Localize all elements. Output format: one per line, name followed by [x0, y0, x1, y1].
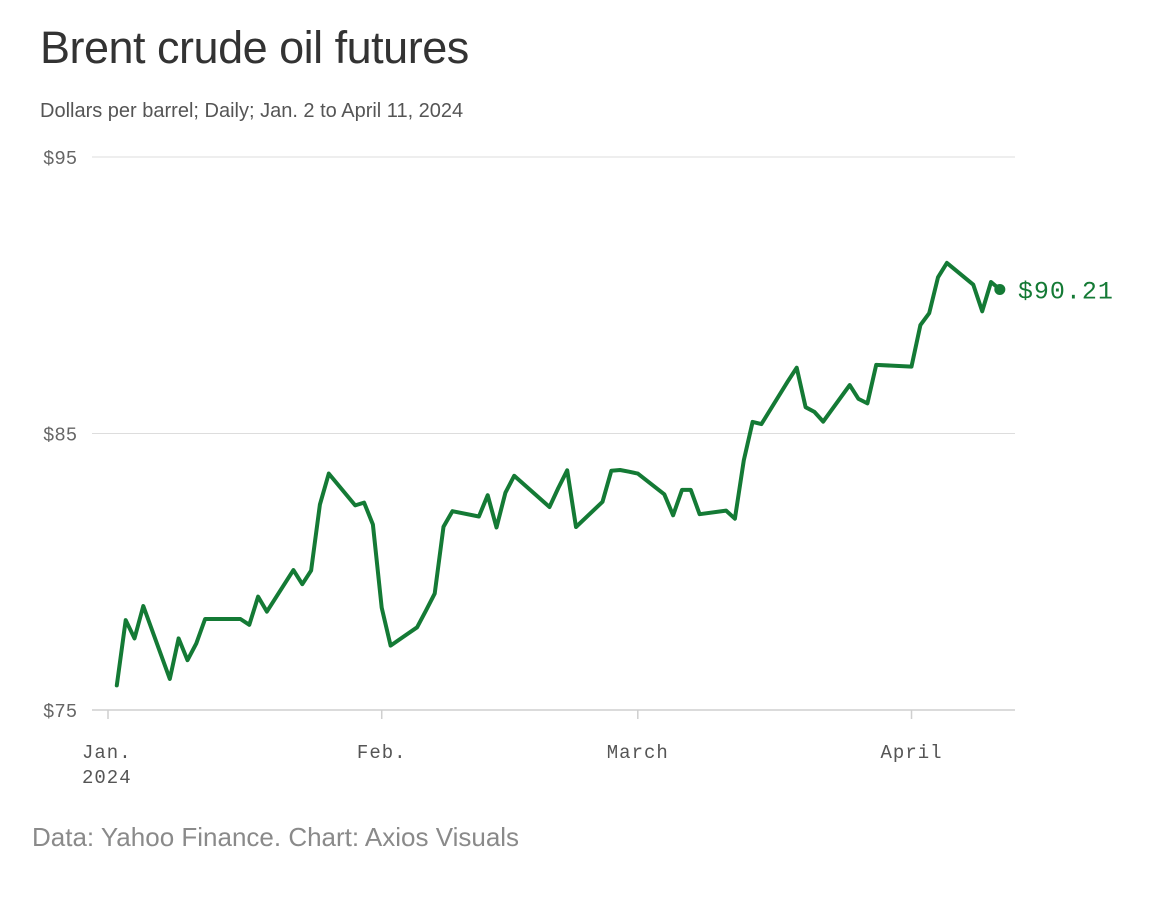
data-point	[141, 604, 145, 608]
data-point	[185, 658, 189, 662]
data-point	[795, 366, 799, 370]
data-point	[203, 617, 207, 621]
data-point	[812, 410, 816, 414]
data-point	[574, 525, 578, 529]
data-point	[380, 606, 384, 610]
data-point	[503, 491, 507, 495]
chart-subtitle: Dollars per barrel; Daily; Jan. 2 to Apr…	[40, 100, 464, 122]
data-point	[971, 283, 975, 287]
data-point	[733, 517, 737, 521]
data-point	[698, 512, 702, 516]
data-point	[821, 420, 825, 424]
data-point	[989, 280, 993, 284]
data-point	[980, 309, 984, 313]
data-point	[600, 500, 604, 504]
data-point	[742, 458, 746, 462]
price-line-chart: $95 $85 $75 Jan. 2024 Feb. March April $90.21	[43, 148, 1114, 789]
data-point	[424, 609, 428, 613]
y-axis-ticks: $95 $85 $75	[43, 148, 77, 723]
data-point	[556, 486, 560, 490]
data-point	[724, 509, 728, 513]
data-point	[115, 683, 119, 687]
data-point	[627, 470, 631, 474]
data-point	[910, 365, 914, 369]
data-point	[689, 488, 693, 492]
annotations: $90.21	[994, 277, 1114, 306]
data-point	[433, 592, 437, 596]
data-point	[918, 323, 922, 327]
data-point	[177, 636, 181, 640]
data-point	[495, 526, 499, 530]
data-point	[124, 618, 128, 622]
x-tick-label: March	[607, 742, 669, 764]
data-point	[618, 468, 622, 472]
data-point	[662, 492, 666, 496]
data-point	[353, 503, 357, 507]
y-tick-label: $75	[43, 701, 77, 723]
data-point	[865, 401, 869, 405]
data-point	[759, 422, 763, 426]
data-point	[936, 275, 940, 279]
end-point-marker	[994, 283, 1006, 295]
x-tick-label: April	[881, 742, 943, 764]
data-point	[786, 379, 790, 383]
x-tick-sublabel: 2024	[82, 767, 132, 789]
data-point	[300, 582, 304, 586]
data-point	[927, 311, 931, 315]
data-point	[945, 261, 949, 265]
data-point	[265, 610, 269, 614]
price-line	[114, 260, 1002, 688]
data-point	[874, 363, 878, 367]
x-tick-label: Jan.	[82, 742, 132, 764]
data-point	[389, 644, 393, 648]
data-point	[636, 472, 640, 476]
data-point	[168, 677, 172, 681]
end-value-label: $90.21	[1018, 277, 1114, 306]
y-tick-label: $95	[43, 148, 77, 170]
data-point	[477, 514, 481, 518]
data-point	[309, 569, 313, 573]
data-point	[371, 522, 375, 526]
data-point	[486, 493, 490, 497]
data-point	[132, 636, 136, 640]
data-point	[671, 513, 675, 517]
data-point	[247, 623, 251, 627]
data-point	[442, 525, 446, 529]
chart-title: Brent crude oil futures	[40, 22, 469, 73]
source-note: Data: Yahoo Finance. Chart: Axios Visual…	[32, 822, 520, 852]
data-point	[194, 641, 198, 645]
data-point	[609, 469, 613, 473]
data-point	[751, 420, 755, 424]
data-point	[548, 505, 552, 509]
data-point	[680, 488, 684, 492]
data-point	[804, 405, 808, 409]
gridlines	[92, 156, 1015, 711]
series	[114, 260, 1002, 688]
data-point	[857, 397, 861, 401]
data-point	[327, 472, 331, 476]
y-tick-label: $85	[43, 425, 77, 447]
x-axis-ticks: Jan. 2024 Feb. March April	[82, 710, 943, 789]
data-point	[238, 617, 242, 621]
data-point	[291, 568, 295, 572]
x-tick-label: Feb.	[357, 742, 407, 764]
data-point	[318, 503, 322, 507]
data-point	[565, 468, 569, 472]
data-point	[415, 625, 419, 629]
data-point	[450, 509, 454, 513]
data-point	[256, 595, 260, 599]
data-point	[512, 474, 516, 478]
data-point	[848, 383, 852, 387]
data-point	[362, 501, 366, 505]
